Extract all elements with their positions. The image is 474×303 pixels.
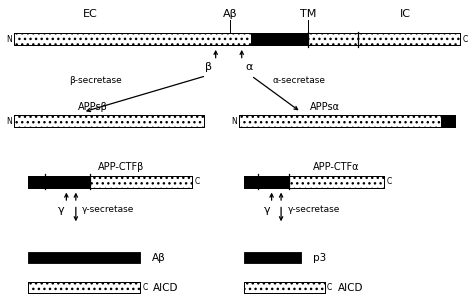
Text: N: N — [6, 117, 12, 126]
Bar — [289, 176, 384, 188]
Text: γ: γ — [58, 205, 65, 215]
Bar — [28, 176, 192, 188]
Bar — [308, 33, 460, 45]
Bar — [28, 176, 90, 188]
Bar — [14, 33, 251, 45]
Bar — [244, 282, 325, 293]
Text: Aβ: Aβ — [223, 8, 237, 19]
Text: α-secretase: α-secretase — [273, 76, 326, 85]
Text: p3: p3 — [313, 252, 326, 263]
Text: N: N — [6, 35, 12, 44]
Bar — [244, 176, 289, 188]
Text: AICD: AICD — [338, 283, 364, 293]
Text: C: C — [386, 177, 392, 186]
Text: C: C — [194, 177, 200, 186]
Bar — [28, 282, 140, 293]
Text: N: N — [231, 117, 237, 126]
Text: Aβ: Aβ — [152, 252, 165, 263]
Text: C: C — [327, 283, 332, 292]
Text: β-secretase: β-secretase — [69, 76, 121, 85]
Bar — [251, 33, 308, 45]
Text: APP-CTFα: APP-CTFα — [313, 162, 360, 172]
Bar — [14, 115, 204, 127]
Text: TM: TM — [300, 8, 316, 19]
Bar — [14, 115, 204, 127]
Text: EC: EC — [82, 8, 98, 19]
Text: APPsβ: APPsβ — [77, 102, 108, 112]
Bar — [28, 252, 140, 263]
Text: β: β — [205, 62, 212, 72]
Bar — [239, 115, 441, 127]
Text: γ-secretase: γ-secretase — [82, 205, 134, 214]
Text: C: C — [462, 35, 467, 44]
Text: γ: γ — [264, 205, 270, 215]
Bar — [90, 176, 192, 188]
Bar — [239, 115, 455, 127]
Text: AICD: AICD — [153, 283, 179, 293]
Bar — [244, 176, 384, 188]
Bar — [441, 115, 455, 127]
Text: APPsα: APPsα — [310, 102, 340, 112]
Text: γ-secretase: γ-secretase — [288, 205, 340, 214]
Text: IC: IC — [400, 8, 411, 19]
Bar — [244, 252, 301, 263]
Text: α: α — [245, 62, 253, 72]
Bar — [14, 33, 460, 45]
Bar — [244, 282, 325, 293]
Bar — [28, 282, 140, 293]
Text: APP-CTFβ: APP-CTFβ — [98, 162, 144, 172]
Text: C: C — [142, 283, 147, 292]
